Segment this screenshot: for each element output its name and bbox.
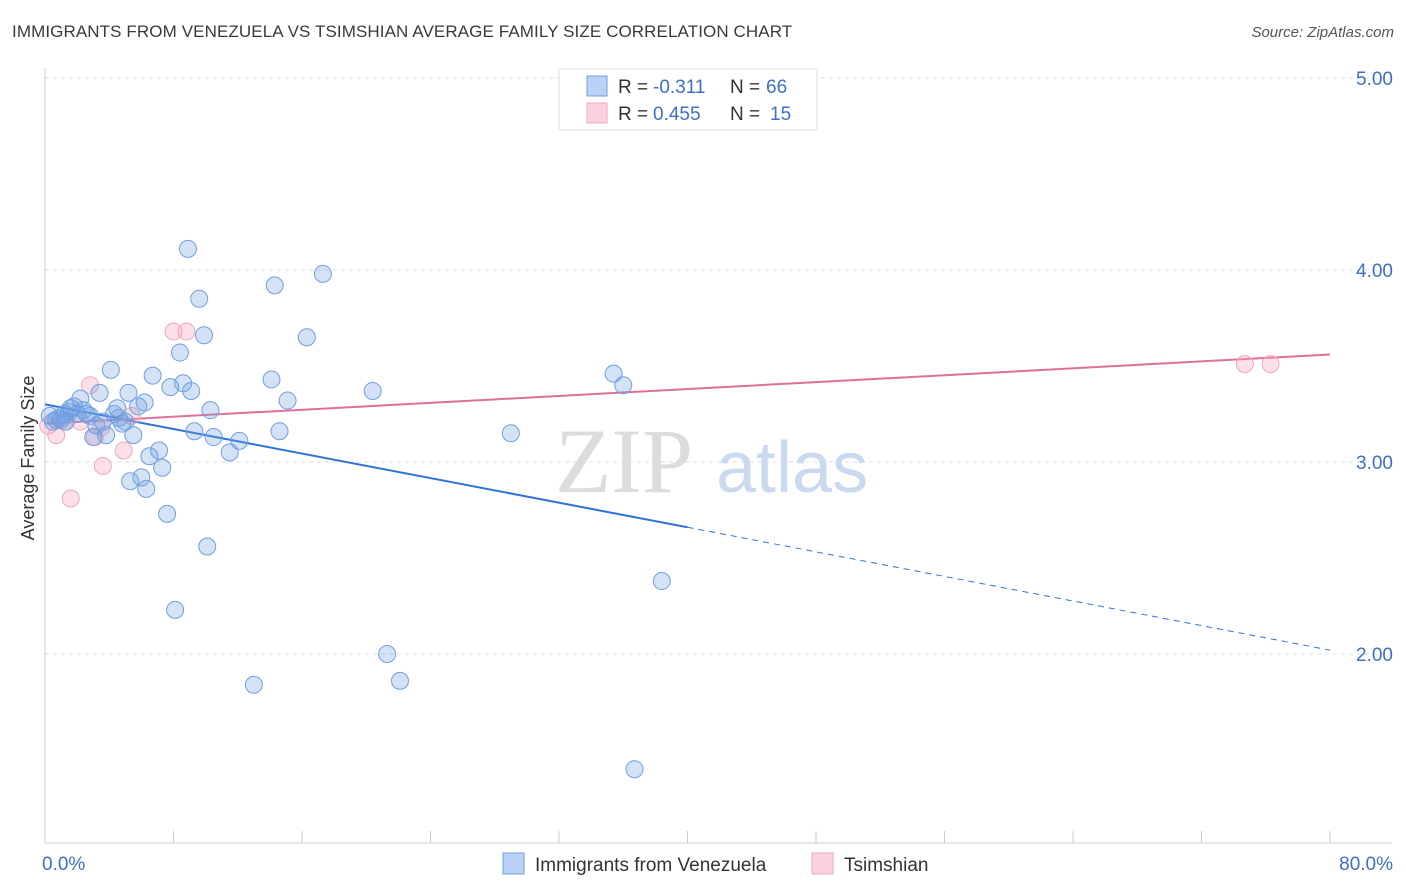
point-venezuela <box>190 289 209 308</box>
point-tsimshian <box>80 376 99 395</box>
point-venezuela <box>270 422 289 441</box>
point-venezuela <box>501 424 520 443</box>
point-venezuela <box>90 383 109 402</box>
point-venezuela <box>153 458 172 477</box>
point-venezuela <box>278 391 297 410</box>
point-venezuela <box>178 239 197 258</box>
point-tsimshian <box>177 322 196 341</box>
point-venezuela <box>378 645 397 663</box>
point-venezuela <box>150 441 169 460</box>
point-tsimshian <box>164 322 183 341</box>
point-venezuela <box>119 383 138 402</box>
point-venezuela <box>137 479 156 498</box>
point-venezuela <box>121 472 140 491</box>
point-venezuela <box>297 328 316 347</box>
legend-n-value-2: 15 <box>770 104 791 125</box>
tick-labels: 2.00 3.00 4.00 5.00 0.0% 80.0% <box>42 69 1393 875</box>
point-venezuela <box>170 343 189 362</box>
legend-swatch-venezuela <box>586 75 608 97</box>
point-venezuela <box>195 326 214 345</box>
point-venezuela <box>265 276 284 295</box>
legend-r-label-2: R = <box>618 104 648 125</box>
point-venezuela <box>116 412 135 431</box>
point-venezuela <box>230 431 249 450</box>
point-venezuela <box>158 504 177 523</box>
y-tick-label: 4.00 <box>1356 261 1393 282</box>
point-venezuela <box>97 426 116 445</box>
point-venezuela <box>363 381 382 400</box>
point-venezuela <box>652 572 671 591</box>
point-venezuela <box>313 264 332 283</box>
trend-line-venezuela-extension <box>687 526 1331 651</box>
chart-title: IMMIGRANTS FROM VENEZUELA VS TSIMSHIAN A… <box>12 22 793 41</box>
trend-lines <box>44 353 1331 651</box>
point-venezuela <box>185 422 204 441</box>
point-venezuela <box>124 426 143 445</box>
point-tsimshian <box>1261 355 1280 374</box>
point-tsimshian <box>61 489 80 508</box>
watermark-zip: ZIP <box>555 410 693 512</box>
point-venezuela <box>143 366 162 385</box>
point-tsimshian <box>93 456 112 475</box>
point-venezuela <box>220 443 239 462</box>
point-venezuela <box>132 468 151 487</box>
point-venezuela <box>244 675 263 694</box>
bottom-legend: Immigrants from Venezuela Tsimshian <box>502 852 928 876</box>
point-venezuela <box>204 428 223 447</box>
watermark-atlas: atlas <box>716 428 868 508</box>
legend-swatch-tsimshian <box>586 102 608 124</box>
point-venezuela <box>390 671 409 690</box>
point-venezuela <box>614 376 633 395</box>
x-tick-label-min: 0.0% <box>42 854 85 875</box>
y-axis-label: Average Family Size <box>18 376 38 541</box>
legend-r-value-1: -0.311 <box>653 77 705 98</box>
point-venezuela <box>77 405 96 423</box>
x-tick-label-max: 80.0% <box>1339 854 1393 875</box>
point-venezuela <box>201 401 220 420</box>
legend-r-value-2: 0.455 <box>653 104 701 125</box>
gridlines <box>45 77 1392 655</box>
source-credit: Source: ZipAtlas.com <box>1251 24 1394 41</box>
point-tsimshian <box>114 441 133 460</box>
data-points <box>39 239 1280 779</box>
point-venezuela <box>71 389 90 408</box>
point-venezuela <box>182 381 201 400</box>
bottom-legend-swatch-venezuela <box>502 852 525 875</box>
y-tick-label: 2.00 <box>1356 645 1393 666</box>
point-tsimshian <box>1235 355 1254 374</box>
point-venezuela <box>113 414 132 433</box>
trend-line-tsimshian <box>44 353 1331 425</box>
legend-r-label-1: R = <box>618 77 648 98</box>
point-venezuela <box>140 447 159 466</box>
legend-n-label-1: N = <box>730 77 760 98</box>
legend-box: R = -0.311 N = 66 R = 0.455 N = 15 <box>558 68 818 131</box>
legend-n-value-1: 66 <box>766 77 787 98</box>
point-venezuela <box>262 370 281 389</box>
point-venezuela <box>101 360 120 379</box>
point-venezuela <box>166 600 185 619</box>
legend-n-label-2: N = <box>730 104 760 125</box>
point-venezuela <box>604 364 623 383</box>
axes <box>44 68 1392 844</box>
y-tick-label: 3.00 <box>1356 453 1393 474</box>
point-venezuela <box>625 760 644 779</box>
y-tick-label: 5.00 <box>1356 69 1393 90</box>
bottom-legend-label-venezuela: Immigrants from Venezuela <box>535 855 767 876</box>
bottom-legend-swatch-tsimshian <box>811 852 834 875</box>
point-venezuela <box>135 393 154 412</box>
bottom-legend-label-tsimshian: Tsimshian <box>844 855 928 876</box>
trend-line-venezuela <box>44 403 688 529</box>
point-venezuela <box>198 537 217 556</box>
